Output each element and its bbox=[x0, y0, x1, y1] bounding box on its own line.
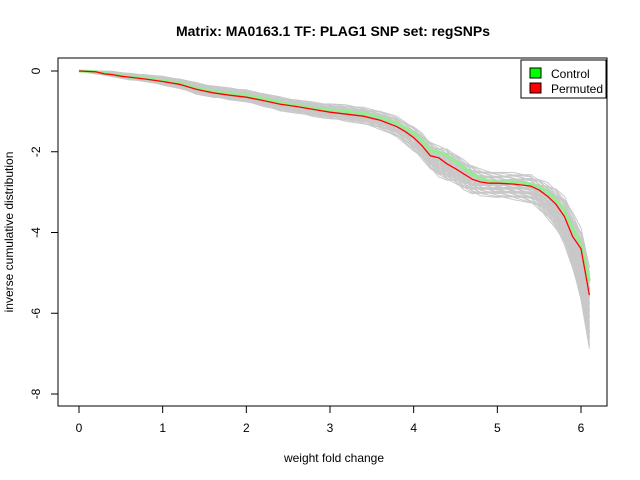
x-axis-label: weight fold change bbox=[283, 451, 384, 465]
legend-swatch-control bbox=[529, 67, 542, 79]
chart-title: Matrix: MA0163.1 TF: PLAG1 SNP set: regS… bbox=[176, 23, 490, 39]
x-tick-label: 2 bbox=[243, 421, 250, 435]
x-axis: 0 1 2 3 4 5 6 bbox=[76, 405, 585, 435]
x-tick-label: 4 bbox=[410, 421, 417, 435]
x-tick-label: 3 bbox=[327, 421, 334, 435]
y-tick-label: 0 bbox=[29, 67, 43, 74]
x-tick-label: 6 bbox=[578, 421, 585, 435]
y-axis: 0 -2 -4 -6 -8 bbox=[29, 67, 59, 399]
y-tick-label: -6 bbox=[29, 308, 43, 319]
legend-label-control: Control bbox=[551, 67, 590, 81]
series-line-control bbox=[78, 69, 591, 282]
x-tick-label: 5 bbox=[494, 421, 501, 435]
y-tick-label: -2 bbox=[29, 146, 43, 157]
permutation-line bbox=[78, 70, 590, 345]
legend-swatch-permuted bbox=[529, 82, 542, 94]
legend-label-permuted: Permuted bbox=[551, 82, 603, 96]
permutation-line bbox=[79, 70, 590, 347]
y-axis-label: inverse cumulative distribution bbox=[2, 152, 16, 313]
legend: Control Permuted bbox=[520, 59, 607, 99]
x-tick-label: 1 bbox=[159, 421, 166, 435]
series-lines bbox=[78, 69, 591, 296]
series-line-permuted bbox=[78, 70, 591, 296]
permutation-line bbox=[78, 70, 590, 340]
y-tick-label: -4 bbox=[29, 227, 43, 238]
x-tick-label: 0 bbox=[76, 421, 83, 435]
y-tick-label: -8 bbox=[29, 388, 43, 399]
